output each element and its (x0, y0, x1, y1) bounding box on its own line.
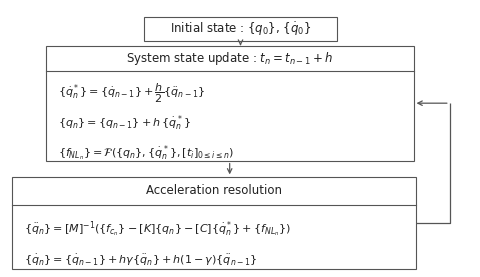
Text: Acceleration resolution: Acceleration resolution (146, 184, 281, 198)
FancyBboxPatch shape (12, 177, 415, 269)
FancyBboxPatch shape (46, 46, 413, 161)
Text: $\{\dot{q}_n\} = \{\dot{q}_{n-1}\} + h\gamma\{\ddot{q}_n\} + h(1-\gamma)\{\ddot{: $\{\dot{q}_n\} = \{\dot{q}_{n-1}\} + h\g… (24, 253, 257, 268)
Text: $\{q_n\} = \{q_{n-1}\} + h\,\{\dot{q}_n^*\}$: $\{q_n\} = \{q_{n-1}\} + h\,\{\dot{q}_n^… (58, 114, 190, 133)
Text: $\{\dot{q}_n^*\} = \{\dot{q}_{n-1}\} + \dfrac{h}{2}\{\ddot{q}_{n-1}\}$: $\{\dot{q}_n^*\} = \{\dot{q}_{n-1}\} + \… (58, 82, 204, 105)
Text: $\{f_{NL_n}\} = \mathcal{F}(\{q_n\}, \{\dot{q}_n^*\}, [t_i]_{0 \leq i \leq n})$: $\{f_{NL_n}\} = \mathcal{F}(\{q_n\}, \{\… (58, 143, 234, 163)
Text: $\{\ddot{q}_n\} = [M]^{-1}(\{f_{c_n}\} - [K]\{q_n\} - [C]\{\dot{q}_n^*\} + \{f_{: $\{\ddot{q}_n\} = [M]^{-1}(\{f_{c_n}\} -… (24, 219, 290, 238)
Text: Initial state : $\{q_0\}$, $\{\dot{q}_0\}$: Initial state : $\{q_0\}$, $\{\dot{q}_0\… (169, 20, 311, 38)
FancyBboxPatch shape (144, 17, 336, 41)
Text: System state update : $t_n = t_{n-1} + h$: System state update : $t_n = t_{n-1} + h… (126, 50, 333, 67)
